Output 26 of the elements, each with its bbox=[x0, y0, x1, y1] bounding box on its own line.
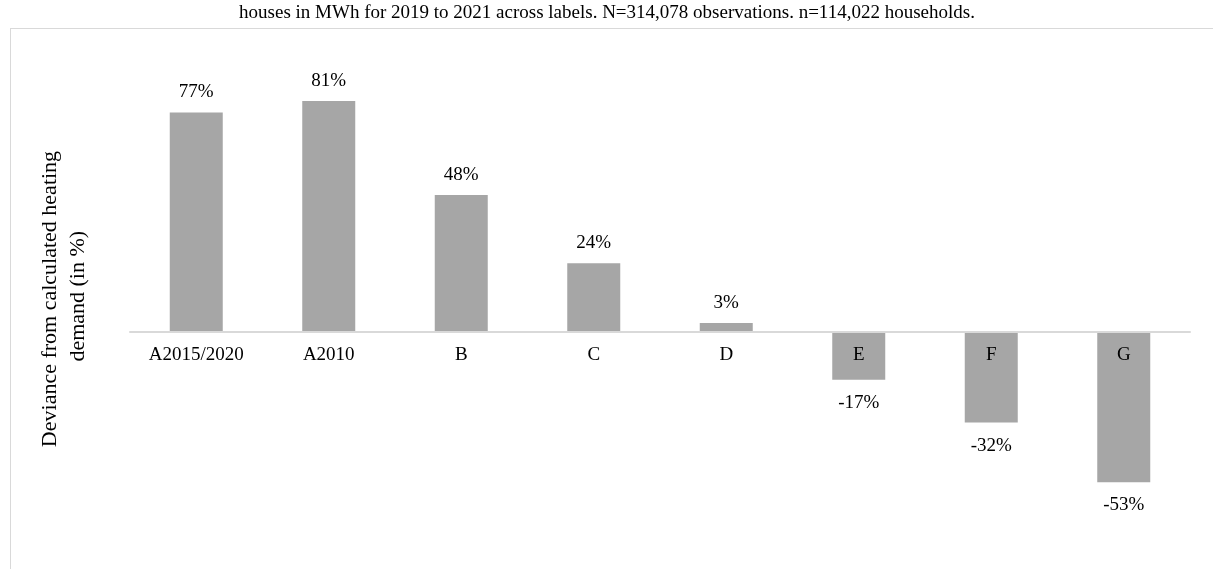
bar bbox=[169, 112, 223, 332]
bar bbox=[302, 101, 356, 332]
bar bbox=[567, 263, 621, 332]
bar bbox=[964, 331, 1018, 423]
x-tick-label: F bbox=[985, 342, 997, 364]
data-label: -32% bbox=[970, 433, 1012, 455]
data-label: -53% bbox=[1103, 493, 1145, 515]
text: houses in MWh for 2019 to 2021 across labels. N=314,078 observations. n=114,022 households. bbox=[238, 0, 976, 24]
bar bbox=[832, 331, 886, 380]
bar bbox=[1097, 331, 1151, 483]
data-label: 81% bbox=[311, 69, 347, 91]
data-label: 3% bbox=[713, 290, 740, 312]
y-axis-title: Deviance from calculated heating demand (in %) bbox=[35, 150, 89, 448]
x-tick-label: D bbox=[719, 342, 734, 364]
x-tick-label: C bbox=[587, 342, 601, 364]
bar bbox=[699, 322, 753, 332]
x-tick-label: E bbox=[852, 342, 865, 364]
data-label: 24% bbox=[576, 231, 612, 253]
data-label: -17% bbox=[838, 390, 880, 412]
x-tick-label: A2010 bbox=[302, 342, 355, 364]
x-tick-label: A2015/2020 bbox=[148, 342, 244, 364]
bar bbox=[434, 194, 488, 332]
data-label: 77% bbox=[178, 80, 214, 102]
x-tick-label: G bbox=[1116, 342, 1131, 364]
x-tick-label: B bbox=[454, 342, 468, 364]
data-label: 48% bbox=[443, 162, 479, 184]
